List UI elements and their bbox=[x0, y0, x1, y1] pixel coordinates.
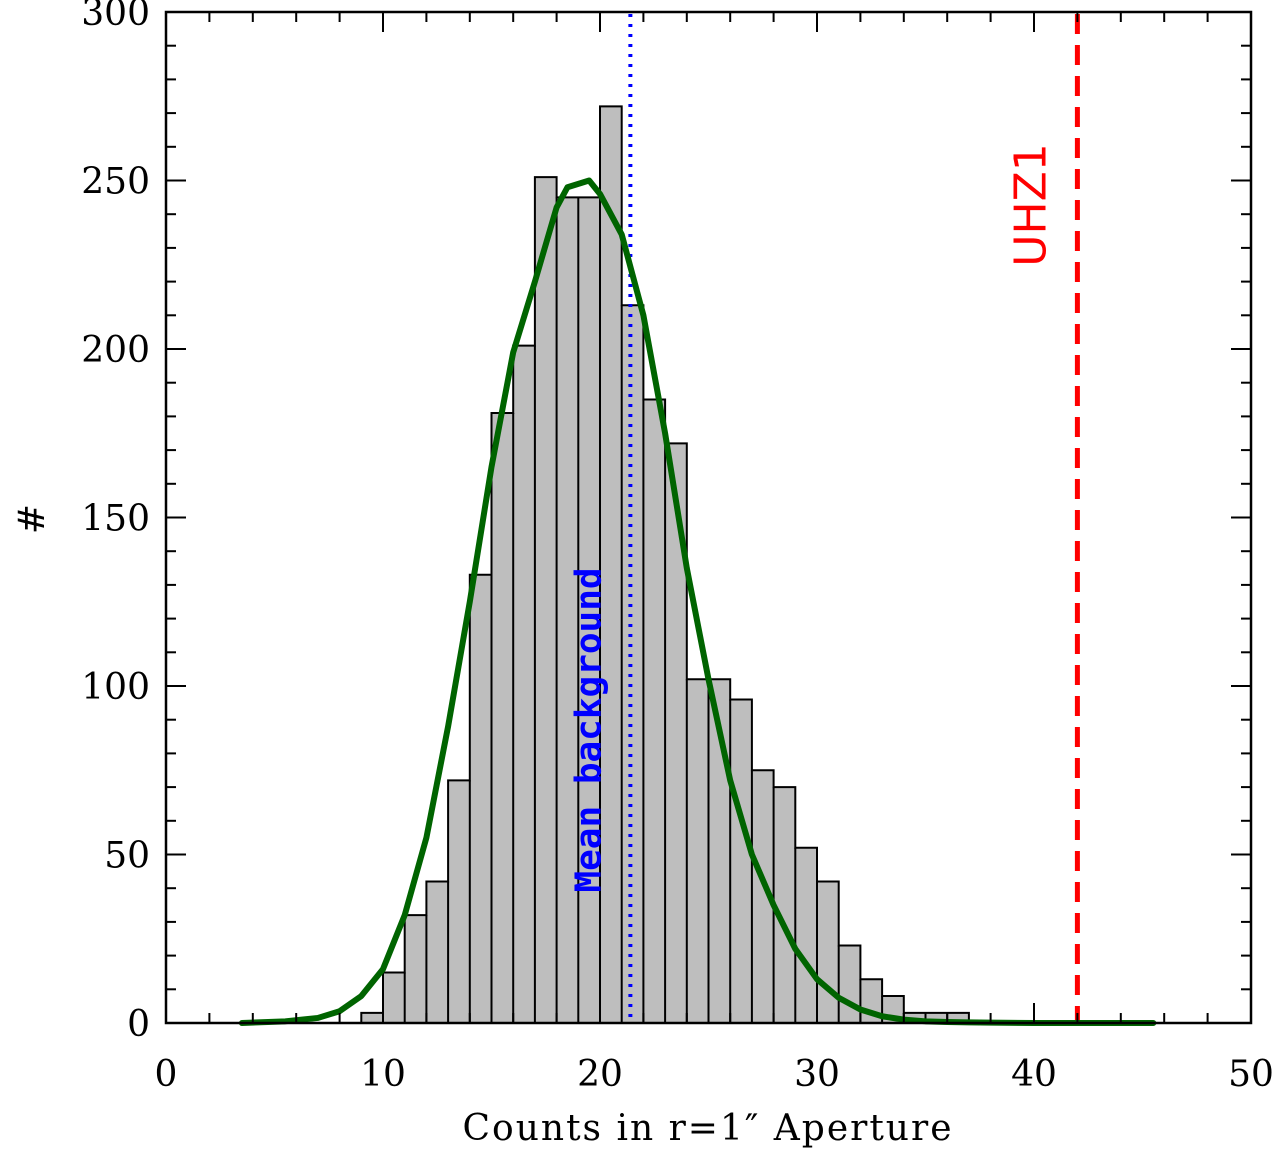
gaussian-fit bbox=[238, 177, 1157, 1026]
gaussian-fit-curve bbox=[238, 177, 1157, 1026]
uhz1-label: UHZ1 bbox=[1005, 143, 1056, 266]
histogram-bar-14 bbox=[665, 443, 687, 1023]
histogram-step-outline bbox=[360, 105, 970, 1023]
y-axis-label: # bbox=[12, 502, 53, 534]
histogram-bar-12 bbox=[621, 305, 644, 1023]
histogram-bar-20 bbox=[795, 847, 817, 1023]
histogram-bar-8 bbox=[534, 177, 557, 1023]
histogram-bar-4 bbox=[448, 780, 470, 1023]
histogram-bar-3 bbox=[426, 881, 449, 1023]
histogram-bar-18 bbox=[751, 770, 774, 1023]
x-tick-label: 50 bbox=[1228, 1054, 1274, 1095]
histogram-bar-17 bbox=[730, 699, 752, 1023]
histogram-bar-21 bbox=[817, 881, 839, 1023]
histogram-bar-13 bbox=[643, 399, 666, 1023]
histogram-bar-10 bbox=[578, 197, 600, 1024]
x-tick-label: 0 bbox=[155, 1054, 178, 1095]
x-tick-labels: 0 10 20 30 40 50 bbox=[155, 1054, 1274, 1095]
histogram-outline bbox=[360, 105, 970, 1023]
histogram-bar-11 bbox=[600, 106, 622, 1024]
histogram-bars bbox=[361, 106, 969, 1024]
histogram-bar-2 bbox=[404, 915, 427, 1023]
annotation-lines bbox=[628, 14, 1080, 1023]
histogram-bar-22 bbox=[838, 945, 861, 1023]
histogram-bar-7 bbox=[513, 345, 535, 1023]
histogram-bar-15 bbox=[686, 679, 709, 1023]
y-tick-label: 0 bbox=[127, 1004, 150, 1045]
histogram-bar-0 bbox=[361, 1012, 383, 1023]
y-tick-label: 50 bbox=[104, 836, 150, 877]
histogram-bar-27 bbox=[947, 1012, 969, 1023]
histogram-bar-26 bbox=[925, 1012, 948, 1023]
histogram-bar-9 bbox=[556, 197, 579, 1024]
y-tick-label: 300 bbox=[81, 0, 150, 34]
histogram-bar-19 bbox=[773, 787, 796, 1023]
x-tick-label: 10 bbox=[360, 1054, 406, 1095]
x-axis-label: Counts in r=1″ Aperture bbox=[462, 1108, 953, 1149]
axis-ticks bbox=[165, 11, 1252, 1024]
y-tick-labels: 0 50 100 150 200 250 300 bbox=[81, 0, 150, 1045]
x-tick-label: 30 bbox=[794, 1054, 840, 1095]
x-tick-label: 20 bbox=[577, 1054, 623, 1095]
y-tick-label: 150 bbox=[81, 499, 150, 540]
y-tick-label: 100 bbox=[81, 667, 150, 708]
histogram-bar-1 bbox=[383, 972, 405, 1023]
histogram-bar-6 bbox=[491, 413, 514, 1023]
y-tick-label: 200 bbox=[81, 330, 150, 371]
y-tick-label: 250 bbox=[81, 162, 150, 203]
x-tick-label: 40 bbox=[1011, 1054, 1057, 1095]
mean-background-label: Mean background bbox=[568, 567, 609, 892]
histogram-bar-5 bbox=[469, 574, 492, 1023]
